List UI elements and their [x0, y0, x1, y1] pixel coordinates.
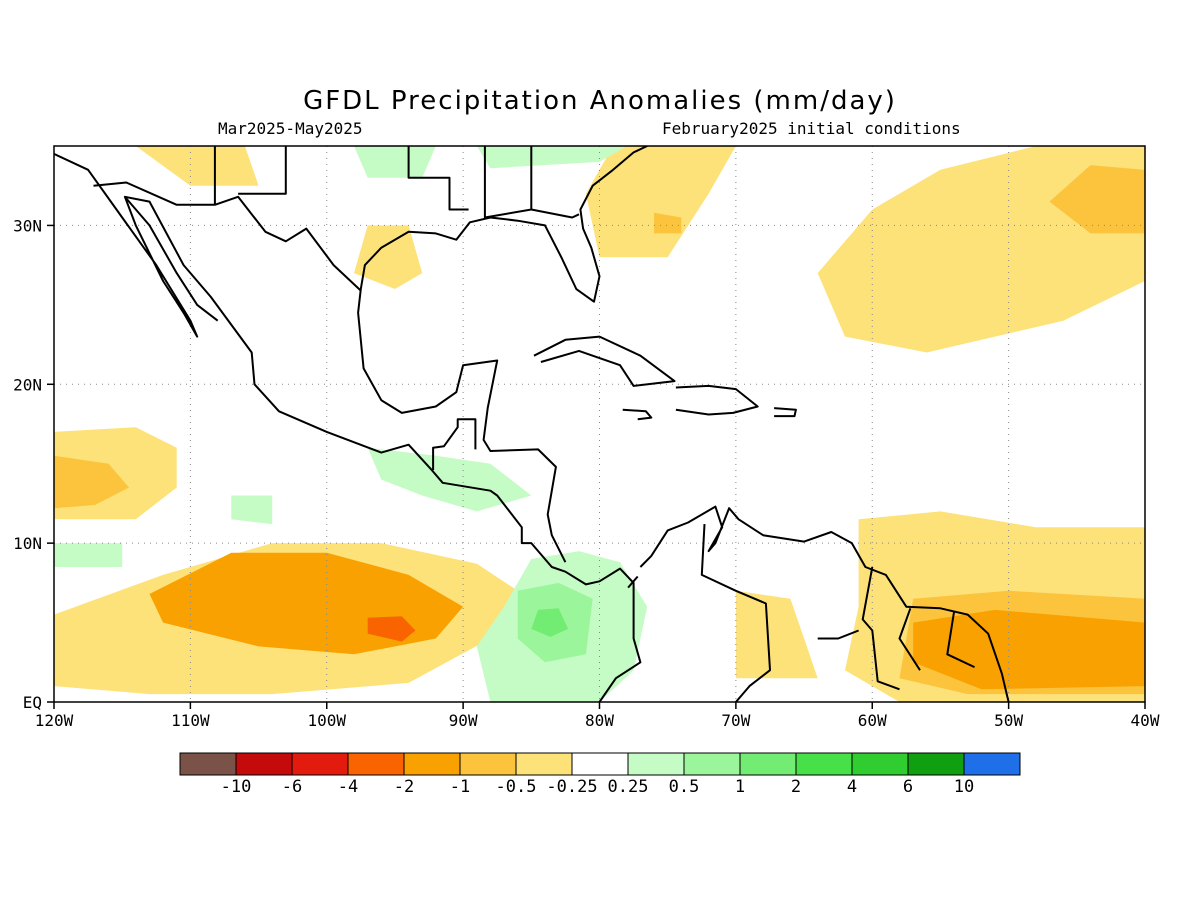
anomaly-region-10 [1049, 165, 1145, 234]
x-tick-label: 120W [35, 711, 74, 730]
colorbar-label: -0.5 [496, 777, 537, 797]
y-tick-label: 10N [13, 534, 42, 553]
colorbar-label: 0.5 [669, 777, 700, 797]
coastline-panama-colombia [627, 575, 639, 589]
colorbar-label: 2 [791, 777, 801, 797]
coastline-us-states-2 [407, 146, 469, 211]
colorbar-swatch [235, 752, 293, 776]
anomaly-region-14 [135, 146, 259, 186]
y-tick-label: 30N [13, 216, 42, 235]
colorbar-label: -2 [394, 777, 414, 797]
coastline-jamaica [622, 408, 653, 421]
coastline-north-america-mexico [54, 152, 642, 702]
coastline-brazil-venezuela [817, 629, 859, 640]
x-tick-label: 100W [307, 711, 346, 730]
x-tick-label: 90W [449, 711, 478, 730]
coastline-central-america-borders [432, 418, 477, 471]
colorbar-swatch [571, 752, 629, 776]
colorbar-swatch [627, 752, 685, 776]
coastline-us-mexico-border [93, 181, 362, 292]
anomaly-region-22 [476, 146, 627, 169]
anomaly-region-4 [54, 455, 129, 509]
colorbar-label: 4 [847, 777, 857, 797]
colorbar-label: -6 [282, 777, 302, 797]
coastline-puerto-rico [774, 407, 797, 418]
colorbar-swatch [459, 752, 517, 776]
coastline-cuba [533, 335, 676, 387]
coastline-us-states [238, 146, 287, 195]
coastline-colombia-venezuela [700, 524, 771, 702]
colorbar-label: -10 [221, 777, 252, 797]
x-tick-label: 110W [171, 711, 210, 730]
coastline-suriname-fguiana [946, 611, 975, 669]
colorbar-swatch [515, 752, 573, 776]
colorbar-swatch [907, 752, 965, 776]
colorbar-label: 1 [735, 777, 745, 797]
x-tick-label: 40W [1131, 711, 1160, 730]
colorbar-swatch [963, 752, 1021, 776]
anomaly-region-20 [54, 543, 123, 567]
colorbar-label: 6 [903, 777, 913, 797]
anomaly-region-11 [585, 146, 736, 258]
x-tick-label: 50W [994, 711, 1023, 730]
coastline-layer [54, 146, 1010, 702]
y-tick-label: 20N [13, 375, 42, 394]
colorbar-label: 10 [954, 777, 974, 797]
x-tick-label: 80W [585, 711, 614, 730]
colorbar-label: -1 [450, 777, 470, 797]
colorbar: -10 -6 -4 -2 -1 -0.5 -0.25 0.25 0.5 1 2 4 6 10 [179, 752, 1021, 797]
colorbar-swatch [851, 752, 909, 776]
season-label: Mar2025-May2025 [218, 119, 363, 138]
coastline-hispaniola [675, 384, 759, 416]
anomaly-region-12 [654, 212, 682, 234]
anomaly-region-8 [735, 590, 818, 679]
anomaly-region-18 [367, 447, 532, 512]
anomaly-region-17 [531, 608, 569, 637]
x-tick-label: 60W [858, 711, 887, 730]
anomaly-region-7 [913, 609, 1145, 690]
colorbar-swatch [683, 752, 741, 776]
anomaly-region-13 [354, 225, 423, 289]
coastline-gulf-coast [357, 146, 648, 563]
map-title: GFDL Precipitation Anomalies (mm/day) [303, 86, 897, 116]
colorbar-swatch [291, 752, 349, 776]
colorbar-swatch [739, 752, 797, 776]
colorbar-swatch [403, 752, 461, 776]
anomaly-fill-layer [54, 146, 1145, 702]
coastline-guyana-suriname [898, 607, 921, 671]
anomaly-region-21 [354, 146, 436, 178]
axes-layer: 120W 110W 100W 90W 80W 70W 60W 50W 40W EQ 10N 20N 30… [13, 216, 1160, 730]
colorbar-label: -4 [338, 777, 358, 797]
coastline-south-america [639, 505, 1010, 702]
coastline-venezuela-guyana [861, 566, 900, 691]
initial-conditions-label: February2025 initial conditions [662, 119, 961, 138]
x-tick-label: 70W [721, 711, 750, 730]
coastline-us-states-4 [531, 208, 580, 219]
y-tick-label: EQ [23, 693, 42, 712]
colorbar-label: -0.25 [546, 777, 597, 797]
coastline-baja-gulf-east [124, 196, 219, 322]
colorbar-swatch [795, 752, 853, 776]
colorbar-swatch [347, 752, 405, 776]
coastline-us-states-3 [483, 146, 533, 219]
colorbar-label: 0.25 [608, 777, 649, 797]
colorbar-swatch [179, 752, 237, 776]
anomaly-region-2 [367, 616, 416, 642]
anomaly-region-19 [231, 495, 273, 525]
